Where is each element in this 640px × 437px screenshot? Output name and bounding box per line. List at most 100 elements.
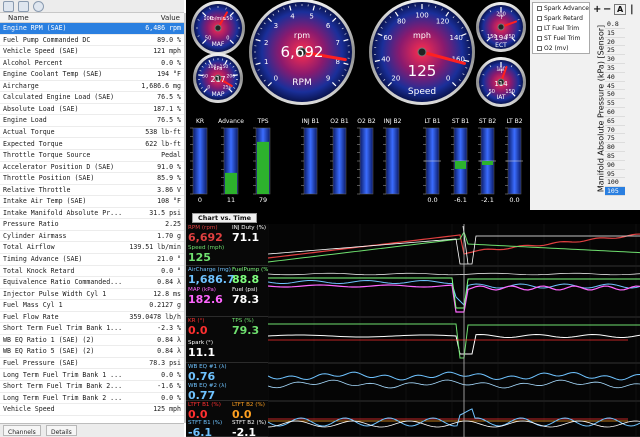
- channel-row[interactable]: Vehicle Speed 125 mph: [0, 404, 184, 416]
- series-label: WB EQ #1 (λ): [188, 364, 227, 370]
- speed-tick: [441, 8, 443, 11]
- legend-item[interactable]: O2 (mv): [537, 45, 569, 53]
- channel-row[interactable]: Cylinder Airmass 1.70 g: [0, 231, 184, 243]
- splitter[interactable]: [184, 13, 186, 423]
- channel-row[interactable]: Aircharge 1,686.6 mg: [0, 81, 184, 93]
- channel-name: Throttle Torque Source: [3, 151, 91, 160]
- channel-row[interactable]: Intake Air Temp (SAE) 108 °F: [0, 196, 184, 208]
- tab-chart-vs-time[interactable]: Chart vs. Time: [192, 213, 258, 223]
- value-column-header[interactable]: Value: [160, 14, 180, 22]
- chart-label-block: AirCharge (mg) 1,686.7 FuelPump (%) 88.8 MAP…: [186, 266, 271, 317]
- map-value-cell[interactable]: 90: [605, 161, 625, 170]
- map-value-cell[interactable]: 30: [605, 55, 625, 64]
- channel-row[interactable]: Calculated Engine Load (SAE) 76.5 %: [0, 92, 184, 104]
- map-value-cell[interactable]: 0.8: [605, 20, 625, 29]
- auto-button[interactable]: A: [614, 4, 627, 15]
- map-value-cell[interactable]: 75: [605, 134, 625, 144]
- tab-channels[interactable]: Channels: [3, 425, 41, 436]
- map-value-cell[interactable]: 65: [605, 117, 625, 126]
- map-value-cell[interactable]: 105: [605, 187, 625, 196]
- channel-row[interactable]: Vehicle Speed (SAE) 121 mph: [0, 46, 184, 58]
- channel-row[interactable]: Expected Torque 622 lb-ft: [0, 139, 184, 151]
- series-line: [268, 408, 640, 427]
- settings-icon[interactable]: [33, 1, 44, 12]
- channel-row[interactable]: Timing Advance (SAE) 21.0 °: [0, 254, 184, 266]
- channel-row[interactable]: Equivalence Ratio Commanded... 0.84 λ: [0, 277, 184, 289]
- speed-value: 125: [408, 62, 437, 80]
- channel-row[interactable]: Absolute Load (SAE) 187.1 %: [0, 104, 184, 116]
- checkbox-icon[interactable]: [537, 36, 542, 41]
- chart-label-block: KR (°) 0.0 TPS (%) 79.3 Spark (°) 11.1: [186, 317, 268, 363]
- map-value-cell[interactable]: 15: [605, 29, 625, 38]
- map-value-cell[interactable]: 40: [605, 73, 625, 82]
- channel-row[interactable]: Engine RPM (SAE) 6,486 rpm: [0, 23, 184, 35]
- map-value-cell[interactable]: 25: [605, 46, 625, 56]
- map-value-cell[interactable]: 35: [605, 64, 625, 73]
- speed-tick: [445, 11, 450, 17]
- rpm-tick-label: 3: [274, 22, 278, 30]
- map-value-cell[interactable]: 85: [605, 152, 625, 161]
- rpm-tick-label: 0: [274, 74, 278, 82]
- tab-details[interactable]: Details: [46, 425, 77, 436]
- map-value-cell[interactable]: 70: [605, 126, 625, 135]
- map-value-cell[interactable]: 50: [605, 90, 625, 100]
- channel-row[interactable]: Relative Throttle 3.86 V: [0, 185, 184, 197]
- channel-row[interactable]: Actual Torque 538 lb-ft: [0, 127, 184, 139]
- channel-row[interactable]: Fuel Flow Rate 359.0478 lb/h: [0, 312, 184, 324]
- channel-row[interactable]: Short Term Fuel Trim Bank 1... -2.3 %: [0, 323, 184, 335]
- channel-row[interactable]: Engine Coolant Temp (SAE) 194 °F: [0, 69, 184, 81]
- channel-row[interactable]: Intake Manifold Absolute Pr... 31.5 psi: [0, 208, 184, 220]
- checkbox-icon[interactable]: [537, 16, 542, 21]
- rpm-tick: [341, 74, 344, 77]
- channel-row[interactable]: Throttle Torque Source Pedal: [0, 150, 184, 162]
- open-icon[interactable]: [3, 1, 14, 12]
- channel-row[interactable]: Throttle Position (SAE) 85.9 %: [0, 173, 184, 185]
- bar-track: [332, 127, 347, 195]
- channel-value: 76.5 %: [157, 116, 181, 125]
- pipe-button[interactable]: |: [630, 4, 634, 15]
- checkbox-icon[interactable]: [537, 6, 542, 11]
- legend-item[interactable]: Spark Advance: [537, 5, 589, 13]
- channel-row[interactable]: WB EQ Ratio 5 (SAE) (2) 0.84 λ: [0, 346, 184, 358]
- bar-gauge: INJ B2: [383, 118, 402, 195]
- map-value-cell[interactable]: 60: [605, 108, 625, 117]
- legend-item[interactable]: ST Fuel Trim: [537, 35, 580, 43]
- series-value: 125: [188, 251, 211, 264]
- map-value-cell[interactable]: 80: [605, 143, 625, 152]
- channel-row[interactable]: Engine Load 76.5 %: [0, 115, 184, 127]
- add-button[interactable]: +: [593, 4, 602, 15]
- channel-row[interactable]: Short Term Fuel Trim Bank 2... -1.6 %: [0, 381, 184, 393]
- channel-row[interactable]: Long Term Fuel Trim Bank 2 ... 0.0 %: [0, 393, 184, 405]
- checkbox-icon[interactable]: [537, 46, 542, 51]
- bar-gauge: ST B2 -2.1: [478, 118, 496, 204]
- save-icon[interactable]: [18, 1, 29, 12]
- rpm-unit-label: rpm: [294, 31, 310, 40]
- name-column-header[interactable]: Name: [8, 14, 29, 22]
- channel-row[interactable]: Alcohol Percent 0.0 %: [0, 58, 184, 70]
- map-value-cell[interactable]: 20: [605, 38, 625, 47]
- channel-row[interactable]: Fuel Mass Cyl 1 0.2127 g: [0, 300, 184, 312]
- time-chart[interactable]: [268, 224, 640, 437]
- channel-row[interactable]: Long Term Fuel Trim Bank 1 ... 0.0 %: [0, 370, 184, 382]
- legend-item[interactable]: Spark Retard: [537, 15, 583, 23]
- channel-row[interactable]: Injector Pulse Width Cyl 1 12.8 ms: [0, 289, 184, 301]
- channel-row[interactable]: Fuel Pump Commanded DC 89.0 %: [0, 35, 184, 47]
- map-value-cell[interactable]: 100: [605, 178, 625, 188]
- remove-button[interactable]: −: [603, 4, 612, 15]
- channel-value: 85.9 %: [157, 174, 181, 183]
- channel-row[interactable]: Total Airflow 139.51 lb/min: [0, 242, 184, 254]
- channel-row[interactable]: WB EQ Ratio 1 (SAE) (2) 0.84 λ: [0, 335, 184, 347]
- map-value-cell[interactable]: 45: [605, 82, 625, 91]
- map-value-cell[interactable]: 55: [605, 99, 625, 108]
- map-value-cell[interactable]: 95: [605, 170, 625, 179]
- channel-row[interactable]: Accelerator Position D (SAE) 91.0 %: [0, 162, 184, 174]
- rpm-tick-label: 7: [336, 39, 340, 47]
- channel-row[interactable]: Pressure Ratio 2.25: [0, 219, 184, 231]
- channel-name: WB EQ Ratio 5 (SAE) (2): [3, 347, 95, 356]
- legend-item[interactable]: LT Fuel Trim: [537, 25, 579, 33]
- channel-list[interactable]: Engine RPM (SAE) 6,486 rpm Fuel Pump Comma…: [0, 23, 184, 423]
- checkbox-icon[interactable]: [537, 26, 542, 31]
- channel-row[interactable]: Total Knock Retard 0.0 °: [0, 266, 184, 278]
- channel-row[interactable]: Fuel Pressure (SAE) 78.3 psi: [0, 358, 184, 370]
